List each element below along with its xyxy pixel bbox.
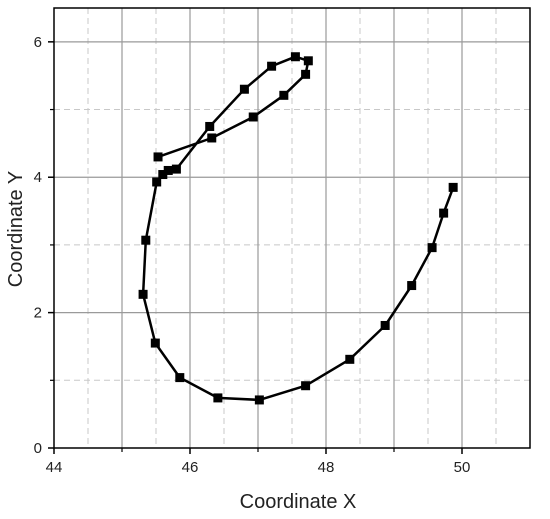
data-markers <box>138 52 458 405</box>
data-point <box>158 170 168 180</box>
data-point <box>205 121 215 131</box>
data-point <box>153 152 163 162</box>
x-axis-label: Coordinate X <box>240 491 357 513</box>
y-tick-label: 6 <box>34 34 42 51</box>
x-tick-label: 46 <box>182 459 199 476</box>
data-point <box>138 289 148 299</box>
data-point <box>248 112 258 122</box>
data-point <box>290 52 300 62</box>
x-tick-label: 44 <box>46 459 63 476</box>
data-point <box>345 354 355 364</box>
data-point <box>207 133 217 143</box>
data-point <box>150 338 160 348</box>
y-tick-label: 4 <box>34 169 42 186</box>
axis-ticks <box>48 41 463 454</box>
y-axis-label: Coordinate Y <box>5 171 27 287</box>
y-tick-label: 2 <box>34 305 42 322</box>
data-point <box>163 165 173 175</box>
data-point <box>439 208 449 218</box>
data-point <box>301 69 311 79</box>
data-point <box>267 61 277 71</box>
data-point <box>407 281 417 291</box>
data-point <box>448 182 458 192</box>
data-point <box>301 381 311 391</box>
data-point <box>239 84 249 94</box>
data-point <box>175 373 185 383</box>
x-tick-label: 48 <box>318 459 335 476</box>
data-point <box>303 56 313 66</box>
plot-frame <box>53 7 531 449</box>
x-tick-label: 50 <box>454 459 471 476</box>
data-point <box>380 320 390 330</box>
data-point <box>141 235 151 245</box>
major-grid <box>54 8 530 448</box>
data-point <box>213 393 223 403</box>
minor-grid <box>54 8 530 448</box>
data-point <box>427 243 437 253</box>
data-point <box>152 177 162 187</box>
data-point <box>171 164 181 174</box>
data-point <box>254 395 264 405</box>
y-tick-label: 0 <box>34 440 42 457</box>
data-point <box>279 90 289 100</box>
